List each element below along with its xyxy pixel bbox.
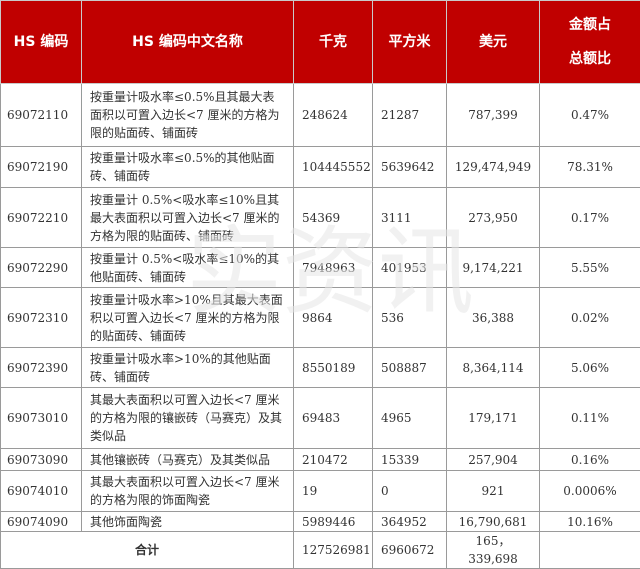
table-row: 69072310 按重量计吸水率>10%且其最大表面积以可置入边长<7 厘米的方…: [1, 288, 640, 348]
cell-hs-code: 69074010: [1, 471, 82, 512]
cell-cn-name: 按重量计吸水率>10%且其最大表面积以可置入边长<7 厘米的方格为限的贴面砖、铺…: [82, 288, 294, 348]
cell-cn-name: 按重量计吸水率>10%的其他贴面砖、铺面砖: [82, 348, 294, 388]
cell-sqm: 508887: [373, 348, 447, 388]
cell-usd: 36,388: [447, 288, 540, 348]
table-row: 69074090 其他饰面陶瓷 5989446 364952 16,790,68…: [1, 512, 640, 532]
cell-hs-code: 69072210: [1, 188, 82, 248]
cell-ratio: 0.11%: [540, 388, 640, 449]
cell-ratio: 10.16%: [540, 512, 640, 532]
header-cn-name: HS 编码中文名称: [82, 1, 294, 84]
cell-usd: 257,904: [447, 449, 540, 471]
header-usd: 美元: [447, 1, 540, 84]
cell-kg: 248624: [294, 84, 373, 147]
total-ratio: [540, 532, 640, 569]
header-ratio-line1: 金额占: [569, 17, 611, 33]
cell-usd: 273,950: [447, 188, 540, 248]
cell-kg: 104445552: [294, 147, 373, 188]
cell-hs-code: 69072290: [1, 248, 82, 288]
cell-usd: 16,790,681: [447, 512, 540, 532]
cell-kg: 69483: [294, 388, 373, 449]
table-row: 69074010 其最大表面积以可置入边长<7 厘米的方格为限的饰面陶瓷 19 …: [1, 471, 640, 512]
cell-hs-code: 69072110: [1, 84, 82, 147]
cell-hs-code: 69072390: [1, 348, 82, 388]
cell-sqm: 3111: [373, 188, 447, 248]
cell-sqm: 536: [373, 288, 447, 348]
cell-hs-code: 69074090: [1, 512, 82, 532]
cell-ratio: 0.47%: [540, 84, 640, 147]
table-row: 69073090 其他镶嵌砖（马赛克）及其类似品 210472 15339 25…: [1, 449, 640, 471]
cell-kg: 54369: [294, 188, 373, 248]
cell-hs-code: 69073090: [1, 449, 82, 471]
cell-ratio: 0.0006%: [540, 471, 640, 512]
cell-ratio: 78.31%: [540, 147, 640, 188]
cell-sqm: 21287: [373, 84, 447, 147]
cell-ratio: 0.02%: [540, 288, 640, 348]
total-sqm: 6960672: [373, 532, 447, 569]
cell-usd: 129,474,949: [447, 147, 540, 188]
cell-kg: 210472: [294, 449, 373, 471]
total-label: 合计: [1, 532, 294, 569]
cell-ratio: 0.17%: [540, 188, 640, 248]
cell-kg: 9864: [294, 288, 373, 348]
table-row: 69073010 其最大表面积以可置入边长<7 厘米的方格为限的镶嵌砖（马赛克）…: [1, 388, 640, 449]
table-header-row: HS 编码 HS 编码中文名称 千克 平方米 美元 金额占 总额比: [1, 1, 640, 84]
cell-sqm: 401953: [373, 248, 447, 288]
cell-cn-name: 其最大表面积以可置入边长<7 厘米的方格为限的饰面陶瓷: [82, 471, 294, 512]
cell-cn-name: 其他镶嵌砖（马赛克）及其类似品: [82, 449, 294, 471]
cell-hs-code: 69072190: [1, 147, 82, 188]
cell-sqm: 4965: [373, 388, 447, 449]
cell-hs-code: 69072310: [1, 288, 82, 348]
total-row: 合计 127526981 6960672 165，339,698: [1, 532, 640, 569]
cell-sqm: 0: [373, 471, 447, 512]
cell-kg: 7948963: [294, 248, 373, 288]
cell-sqm: 364952: [373, 512, 447, 532]
total-kg: 127526981: [294, 532, 373, 569]
cell-usd: 179,171: [447, 388, 540, 449]
header-sqm: 平方米: [373, 1, 447, 84]
cell-usd: 8,364,114: [447, 348, 540, 388]
table-row: 69072290 按重量计 0.5%<吸水率≤10%的其他贴面砖、铺面砖 794…: [1, 248, 640, 288]
header-ratio: 金额占 总额比: [540, 1, 640, 84]
cell-hs-code: 69073010: [1, 388, 82, 449]
cell-cn-name: 按重量计 0.5%<吸水率≤10%且其最大表面积以可置入边长<7 厘米的方格为限…: [82, 188, 294, 248]
cell-ratio: 0.16%: [540, 449, 640, 471]
cell-usd: 921: [447, 471, 540, 512]
table-row: 69072390 按重量计吸水率>10%的其他贴面砖、铺面砖 8550189 5…: [1, 348, 640, 388]
cell-kg: 8550189: [294, 348, 373, 388]
cell-ratio: 5.55%: [540, 248, 640, 288]
cell-cn-name: 其他饰面陶瓷: [82, 512, 294, 532]
cell-kg: 19: [294, 471, 373, 512]
total-usd: 165，339,698: [447, 532, 540, 569]
table-row: 69072210 按重量计 0.5%<吸水率≤10%且其最大表面积以可置入边长<…: [1, 188, 640, 248]
header-kg: 千克: [294, 1, 373, 84]
cell-usd: 9,174,221: [447, 248, 540, 288]
header-hs-code: HS 编码: [1, 1, 82, 84]
cell-ratio: 5.06%: [540, 348, 640, 388]
table-row: 69072110 按重量计吸水率≤0.5%且其最大表面积以可置入边长<7 厘米的…: [1, 84, 640, 147]
cell-kg: 5989446: [294, 512, 373, 532]
cell-cn-name: 其最大表面积以可置入边长<7 厘米的方格为限的镶嵌砖（马赛克）及其类似品: [82, 388, 294, 449]
cell-cn-name: 按重量计 0.5%<吸水率≤10%的其他贴面砖、铺面砖: [82, 248, 294, 288]
cell-usd: 787,399: [447, 84, 540, 147]
cell-cn-name: 按重量计吸水率≤0.5%且其最大表面积以可置入边长<7 厘米的方格为限的贴面砖、…: [82, 84, 294, 147]
header-ratio-line2: 总额比: [569, 51, 611, 67]
cell-sqm: 5639642: [373, 147, 447, 188]
cell-sqm: 15339: [373, 449, 447, 471]
cell-cn-name: 按重量计吸水率≤0.5%的其他贴面砖、铺面砖: [82, 147, 294, 188]
table-row: 69072190 按重量计吸水率≤0.5%的其他贴面砖、铺面砖 10444555…: [1, 147, 640, 188]
